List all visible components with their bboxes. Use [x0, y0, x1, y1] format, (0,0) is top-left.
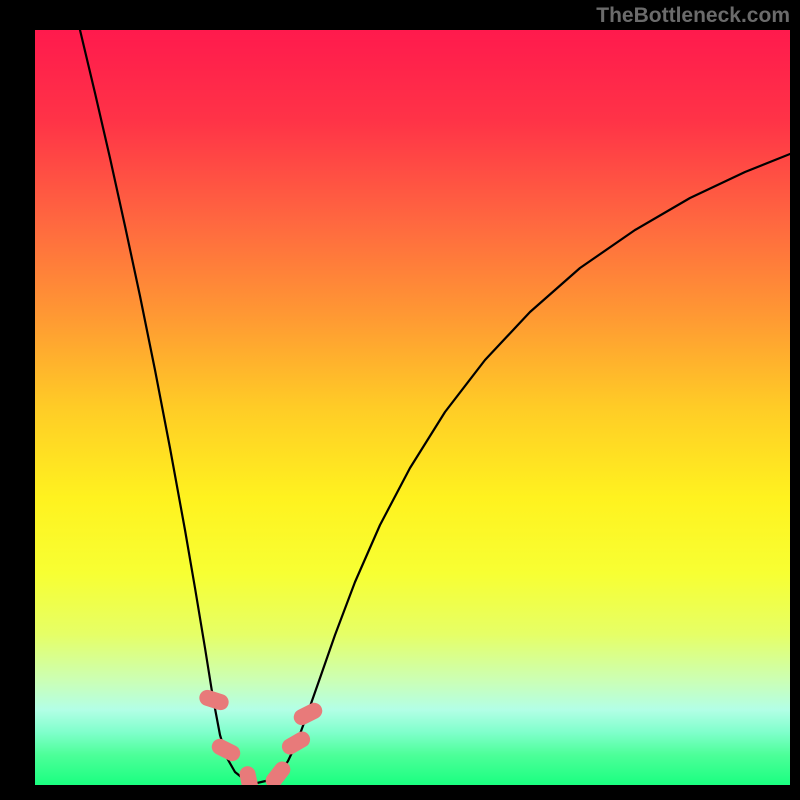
curve-marker	[291, 700, 325, 728]
curve-layer	[35, 30, 790, 785]
curve-marker	[209, 736, 243, 764]
plot-area	[35, 30, 790, 785]
watermark-text: TheBottleneck.com	[596, 4, 790, 28]
v-curve-path	[80, 30, 790, 783]
marker-group	[197, 688, 325, 785]
curve-marker	[238, 765, 260, 785]
curve-marker	[279, 729, 313, 758]
curve-marker	[262, 758, 293, 785]
